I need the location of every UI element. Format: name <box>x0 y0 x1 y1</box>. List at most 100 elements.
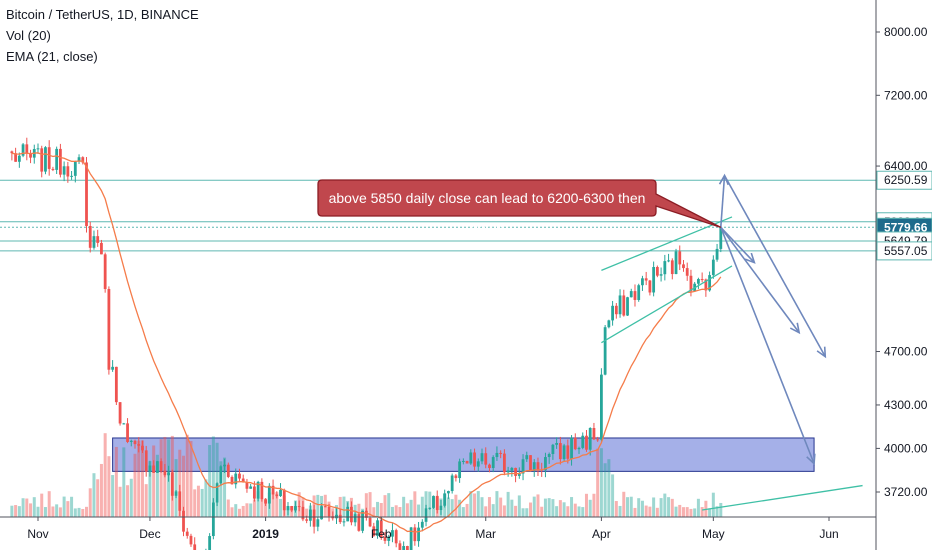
candle-body[interactable] <box>491 457 495 469</box>
candle-body[interactable] <box>193 544 197 555</box>
candle-body[interactable] <box>420 521 424 528</box>
candle-body[interactable] <box>499 452 503 454</box>
candle-body[interactable] <box>521 459 525 474</box>
legend-ema[interactable]: EMA (21, close) <box>6 49 98 64</box>
candle-body[interactable] <box>308 509 312 521</box>
candle-body[interactable] <box>409 527 413 555</box>
candle-body[interactable] <box>264 499 267 504</box>
forecast-arrow-1[interactable] <box>723 175 826 358</box>
candle-body[interactable] <box>372 526 376 536</box>
candle-body[interactable] <box>327 506 331 517</box>
forecast-arrow-0[interactable] <box>719 175 726 228</box>
candle-body[interactable] <box>81 157 85 163</box>
candle-body[interactable] <box>342 521 346 523</box>
candle-body[interactable] <box>174 491 178 496</box>
price-level-box-4[interactable] <box>876 241 932 261</box>
candle-body[interactable] <box>70 175 73 177</box>
candle-body[interactable] <box>36 148 40 150</box>
candle-body[interactable] <box>361 510 365 531</box>
candle-body[interactable] <box>555 443 559 445</box>
candle-body[interactable] <box>682 264 685 269</box>
candle-body[interactable] <box>155 461 159 473</box>
candle-body[interactable] <box>219 466 223 484</box>
candle-body[interactable] <box>73 161 77 176</box>
candle-body[interactable] <box>405 546 409 555</box>
candle-body[interactable] <box>350 506 353 523</box>
candle-body[interactable] <box>320 506 323 520</box>
candle-body[interactable] <box>510 467 514 471</box>
candle-body[interactable] <box>517 473 521 476</box>
channel-upper-line[interactable] <box>601 216 733 271</box>
candle-body[interactable] <box>62 166 66 175</box>
candle-body[interactable] <box>495 452 499 458</box>
candle-body[interactable] <box>55 148 59 170</box>
candle-body[interactable] <box>189 535 193 545</box>
candle-body[interactable] <box>144 450 148 472</box>
candle-body[interactable] <box>279 489 282 497</box>
candle-body[interactable] <box>581 435 585 448</box>
candle-body[interactable] <box>126 423 129 442</box>
candle-body[interactable] <box>439 505 443 511</box>
candle-body[interactable] <box>260 481 264 500</box>
candle-body[interactable] <box>435 495 439 511</box>
candle-body[interactable] <box>667 260 670 262</box>
candle-body[interactable] <box>551 444 555 455</box>
candle-body[interactable] <box>234 473 238 485</box>
candle-body[interactable] <box>215 483 219 503</box>
candle-body[interactable] <box>391 530 394 537</box>
candle-body[interactable] <box>473 452 476 467</box>
candle-body[interactable] <box>282 489 286 511</box>
candle-body[interactable] <box>275 494 279 497</box>
candle-body[interactable] <box>208 536 212 555</box>
candle-body[interactable] <box>566 445 570 459</box>
candle-body[interactable] <box>629 291 633 298</box>
candle-body[interactable] <box>368 517 372 527</box>
candle-body[interactable] <box>21 144 25 156</box>
candle-body[interactable] <box>178 491 182 511</box>
candle-body[interactable] <box>678 251 682 265</box>
candle-body[interactable] <box>663 261 667 275</box>
candle-body[interactable] <box>585 435 588 450</box>
candle-body[interactable] <box>256 481 260 499</box>
candle-body[interactable] <box>383 536 387 541</box>
candle-body[interactable] <box>241 478 245 483</box>
candle-body[interactable] <box>129 440 133 442</box>
candle-body[interactable] <box>357 514 361 531</box>
candle-body[interactable] <box>476 461 480 467</box>
candle-body[interactable] <box>297 506 301 508</box>
candle-body[interactable] <box>88 225 92 248</box>
candle-body[interactable] <box>148 465 152 472</box>
candle-body[interactable] <box>502 453 506 473</box>
candle-body[interactable] <box>107 289 111 370</box>
candle-body[interactable] <box>85 162 88 226</box>
forecast-arrow-4[interactable] <box>720 227 815 464</box>
candle-body[interactable] <box>170 472 174 496</box>
candle-body[interactable] <box>25 144 29 154</box>
forecast-arrow-3[interactable] <box>720 226 800 334</box>
candle-body[interactable] <box>346 506 350 522</box>
candle-body[interactable] <box>305 519 309 521</box>
annotation-callout[interactable] <box>317 179 722 228</box>
candle-body[interactable] <box>600 374 603 440</box>
candle-body[interactable] <box>77 157 81 162</box>
candle-body[interactable] <box>230 476 234 485</box>
candle-body[interactable] <box>338 514 342 523</box>
candle-body[interactable] <box>618 295 622 315</box>
candle-body[interactable] <box>711 259 715 276</box>
candle-body[interactable] <box>10 151 14 154</box>
candle-body[interactable] <box>92 236 96 248</box>
candle-body[interactable] <box>644 278 648 281</box>
candle-body[interactable] <box>547 454 551 458</box>
candle-body[interactable] <box>238 473 241 479</box>
candle-body[interactable] <box>648 280 652 293</box>
candle-body[interactable] <box>488 464 491 469</box>
candle-body[interactable] <box>316 519 320 527</box>
candle-body[interactable] <box>458 461 462 479</box>
candle-body[interactable] <box>96 236 100 243</box>
candle-body[interactable] <box>454 475 458 479</box>
candle-body[interactable] <box>447 491 450 494</box>
candle-body[interactable] <box>118 402 122 424</box>
candle-body[interactable] <box>14 153 18 162</box>
